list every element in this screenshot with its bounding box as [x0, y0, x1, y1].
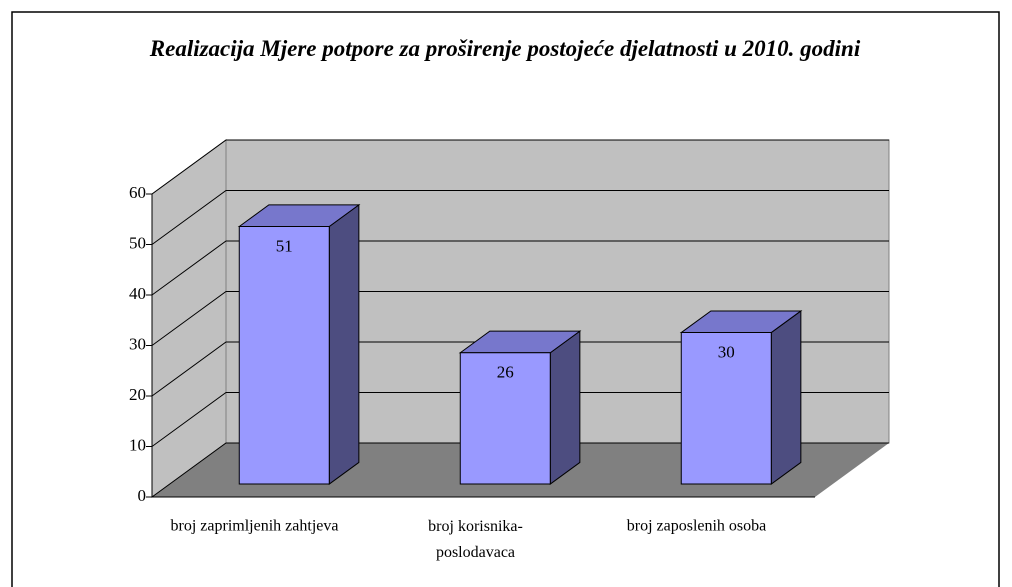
title-box: Realizacija Mjere potpore za proširenje … [149, 36, 861, 61]
chart-title: Realizacija Mjere potpore za proširenje … [149, 36, 861, 61]
bar [459, 352, 551, 485]
grid-line [151, 190, 889, 245]
bar [680, 332, 772, 485]
y-tick-label: 10 [129, 435, 146, 454]
value-label: 30 [718, 342, 735, 361]
grid-line [151, 442, 889, 498]
grid-line [151, 341, 889, 397]
bar-side [328, 203, 360, 486]
bar-side [549, 330, 581, 486]
grid-line [151, 392, 889, 447]
grid-line [151, 139, 889, 195]
x-tick-label: broj korisnika-poslodavaca [428, 518, 523, 561]
y-tick-label: 40 [129, 284, 146, 303]
value-label: 51 [276, 236, 293, 255]
y-tick-label: 30 [129, 334, 146, 353]
grid-line [151, 240, 889, 296]
bar [238, 225, 330, 485]
x-tick-label: broj zaposlenih osoba [627, 518, 767, 535]
value-label: 26 [497, 363, 514, 382]
y-tick-label: 50 [129, 233, 146, 252]
y-tick-label: 60 [129, 183, 146, 202]
bar-side [770, 309, 802, 486]
grid-line [151, 291, 889, 346]
x-tick-label-line: poslodavaca [436, 544, 515, 561]
y-tick-label: 20 [129, 385, 146, 404]
x-tick-label-line: broj korisnika- [428, 518, 523, 535]
x-tick-label: broj zaprimljenih zahtjeva [171, 518, 339, 535]
y-tick-label: 0 [138, 486, 147, 505]
